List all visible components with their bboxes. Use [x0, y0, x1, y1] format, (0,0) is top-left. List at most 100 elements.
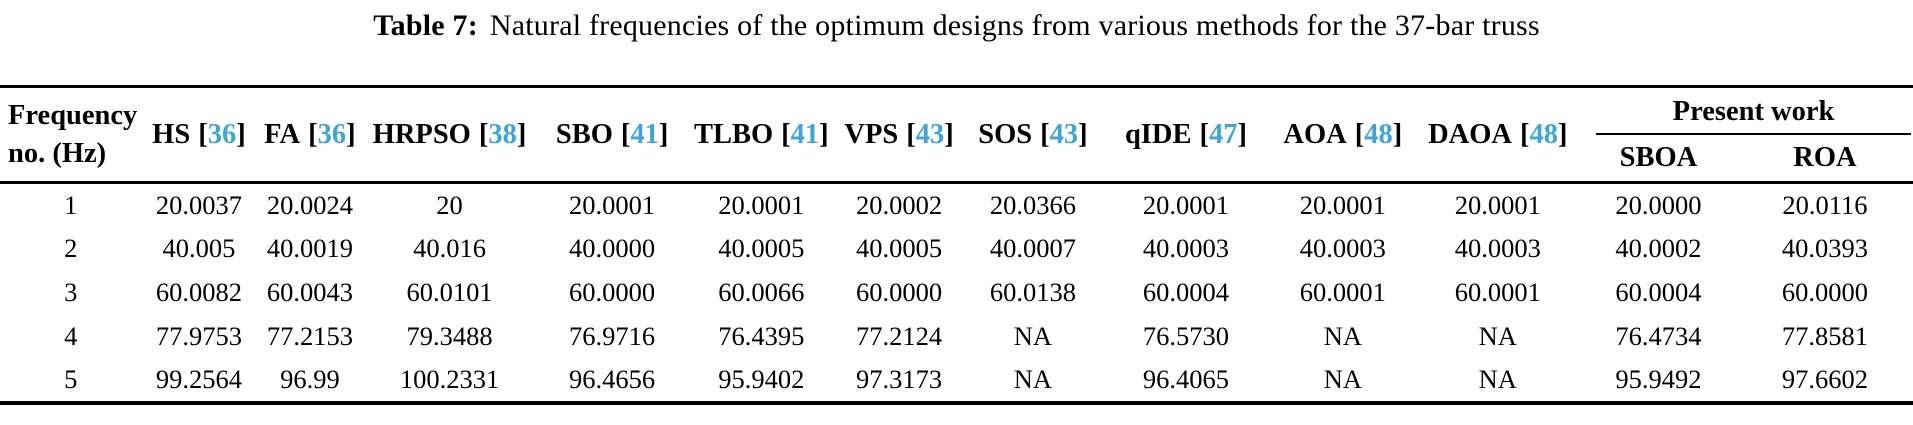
table-row: 4 77.9753 77.2153 79.3488 76.9716 76.439…: [0, 315, 1913, 359]
citation: [41]: [620, 118, 669, 150]
value-cell-sboa: 40.0002: [1615, 233, 1702, 263]
value-cell-hs: 60.0082: [155, 277, 242, 307]
citation-number: 38: [488, 118, 517, 150]
citation: [47]: [1199, 118, 1248, 150]
method-name: DAOA: [1428, 118, 1512, 150]
col-header-hs: HS [36]: [141, 86, 257, 184]
value-cell-aoa: 20.0001: [1299, 189, 1386, 220]
value-cell-sboa: 60.0004: [1615, 277, 1702, 307]
citation-number: 48: [1529, 118, 1559, 150]
value-cell-sboa: 76.4734: [1615, 321, 1702, 351]
method-name: qIDE: [1124, 118, 1192, 150]
value-cell-aoa: 60.0001: [1299, 277, 1386, 307]
table-row: 3 60.0082 60.0043 60.0101 60.0000 60.006…: [0, 271, 1913, 315]
value-cell-fa: 20.0024: [266, 189, 353, 220]
table-body: 1 20.0037 20.0024 20 20.0001 20.0001 20.…: [0, 183, 1913, 403]
citation: [48]: [1354, 118, 1403, 150]
citation-number: 36: [207, 118, 237, 150]
citation-number: 48: [1364, 118, 1393, 150]
frequency-number-cell: 2: [64, 233, 78, 263]
col-header-sbo: SBO [41]: [535, 86, 689, 184]
value-cell-fa: 40.0019: [266, 233, 353, 263]
method-name: SBO: [555, 118, 613, 150]
value-cell-sos: 60.0138: [989, 277, 1076, 307]
value-cell-qide: 20.0001: [1142, 189, 1230, 220]
value-cell-vps: 20.0002: [855, 189, 943, 220]
value-cell-hs: 77.9753: [155, 321, 242, 351]
value-cell-sbo: 76.9716: [569, 321, 656, 351]
col-header-sboa: SBOA: [1580, 134, 1737, 184]
method-name: HRPSO: [372, 118, 471, 150]
citation: [36]: [308, 118, 356, 150]
value-cell-hs: 40.005: [162, 233, 236, 263]
table-row: 5 99.2564 96.99 100.2331 96.4656 95.9402…: [0, 359, 1913, 403]
frequency-number-cell: 1: [64, 189, 78, 220]
value-cell-aoa: NA: [1323, 321, 1362, 351]
col-header-sos: SOS [43]: [964, 86, 1102, 184]
value-cell-daoa: 40.0003: [1454, 233, 1541, 263]
value-cell-sos: NA: [1013, 321, 1053, 351]
value-cell-qide: 60.0004: [1142, 277, 1230, 307]
citation: [48]: [1520, 118, 1568, 150]
value-cell-sboa: 95.9492: [1615, 364, 1702, 394]
frequency-number-cell: 5: [64, 364, 78, 394]
value-cell-vps: 40.0005: [855, 233, 943, 263]
citation: [36]: [198, 118, 246, 150]
value-cell-vps: 60.0000: [855, 277, 943, 307]
col-header-hrpso: HRPSO [38]: [363, 86, 536, 184]
value-cell-hrpso: 20: [436, 189, 463, 220]
value-cell-sbo: 96.4656: [569, 364, 656, 394]
value-cell-hrpso: 40.016: [413, 233, 486, 263]
value-cell-roa: 20.0116: [1782, 189, 1868, 220]
value-cell-roa: 77.8581: [1781, 321, 1869, 351]
col-header-present-work: Present work: [1580, 87, 1913, 135]
results-table: Frequency no. (Hz) HS [36] FA [36] HRPSO [3…: [0, 85, 1913, 405]
citation: [38]: [478, 118, 527, 150]
col-header-aoa: AOA [48]: [1270, 86, 1416, 184]
col-header-roa: ROA: [1736, 134, 1913, 184]
value-cell-tlbo: 95.9402: [718, 364, 805, 394]
frequency-header-line2: no. (Hz): [8, 137, 107, 169]
value-cell-sboa: 20.0000: [1615, 189, 1702, 220]
value-cell-vps: 77.2124: [855, 321, 943, 351]
method-name: VPS: [844, 118, 899, 150]
method-name: SOS: [978, 118, 1033, 150]
value-cell-roa: 60.0000: [1781, 277, 1869, 307]
value-cell-roa: 40.0393: [1781, 233, 1869, 263]
col-header-fa: FA [36]: [256, 86, 364, 184]
value-cell-hs: 20.0037: [155, 189, 242, 220]
value-cell-hs: 99.2564: [155, 364, 242, 394]
citation: [41]: [781, 118, 829, 150]
col-header-qide: qIDE [47]: [1101, 86, 1271, 184]
header-row-2: SBOA ROA: [0, 134, 1913, 184]
value-cell-fa: 96.99: [280, 364, 340, 394]
value-cell-qide: 96.4065: [1142, 364, 1230, 394]
value-cell-daoa: 20.0001: [1454, 189, 1541, 220]
method-name: TLBO: [693, 118, 774, 150]
header-row-1: Frequency no. (Hz) HS [36] FA [36] HRPSO [3…: [0, 86, 1913, 184]
value-cell-sbo: 20.0001: [569, 189, 656, 220]
value-cell-daoa: NA: [1478, 321, 1517, 351]
value-cell-sos: NA: [1013, 364, 1053, 394]
table-caption-label: Table 7:: [373, 9, 478, 42]
value-cell-qide: 76.5730: [1142, 321, 1230, 351]
method-name: AOA: [1283, 118, 1347, 150]
method-name: HS: [152, 118, 191, 150]
present-work-label: Present work: [1596, 96, 1911, 135]
value-cell-sos: 40.0007: [989, 233, 1076, 263]
col-header-frequency-no: Frequency no. (Hz): [0, 86, 142, 184]
value-cell-hrpso: 79.3488: [406, 321, 493, 351]
frequency-header-line1: Frequency: [8, 100, 138, 132]
frequency-number-cell: 4: [64, 321, 78, 351]
citation-number: 47: [1209, 118, 1238, 150]
table-caption: Table 7: Natural frequencies of the optim…: [0, 0, 1913, 43]
value-cell-tlbo: 60.0066: [718, 277, 805, 307]
value-cell-roa: 97.6602: [1781, 364, 1869, 394]
col-header-daoa: DAOA [48]: [1415, 86, 1581, 184]
value-cell-vps: 97.3173: [855, 364, 943, 394]
value-cell-fa: 77.2153: [266, 321, 353, 351]
value-cell-tlbo: 20.0001: [718, 189, 805, 220]
col-header-tlbo: TLBO [41]: [688, 86, 834, 184]
value-cell-hrpso: 60.0101: [406, 277, 493, 307]
